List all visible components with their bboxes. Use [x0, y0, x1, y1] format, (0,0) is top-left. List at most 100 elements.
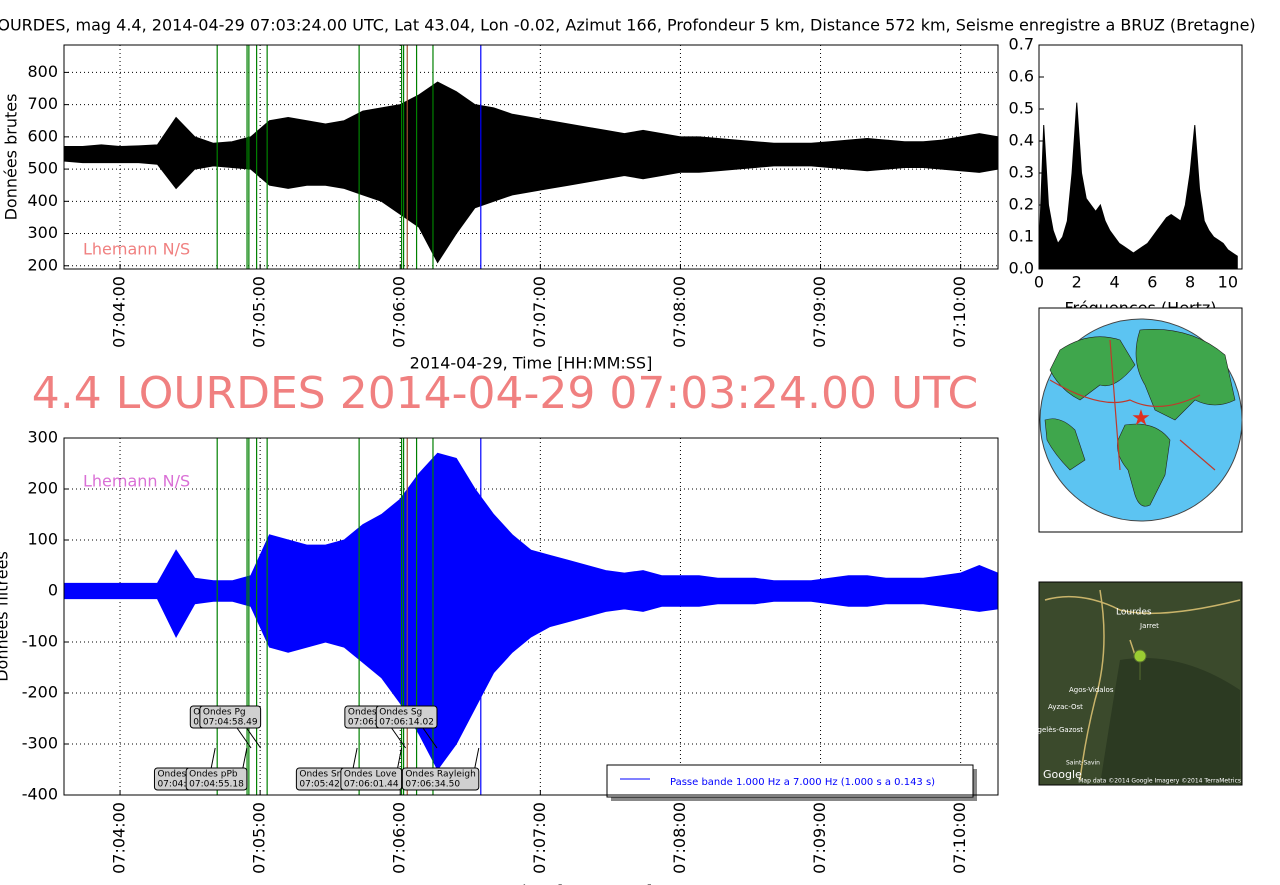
annotation-box: [401, 767, 480, 791]
y-tick-label: 200: [27, 479, 58, 498]
y-tick-label: -400: [22, 785, 58, 804]
y-tick-label: 0.0: [1009, 259, 1034, 278]
x-tick-label: 07:10:00: [950, 802, 969, 874]
axes-frame: [63, 44, 999, 270]
x-tick-label: 8: [1185, 273, 1195, 292]
annotation-box: [375, 705, 438, 729]
x-axis-label: 2014-04-29, Time [HH:MM:SS]: [410, 882, 653, 885]
annotation-box: [185, 767, 248, 791]
x-tick-label: 07:04:00: [110, 802, 129, 874]
annotation: Lhemann N/S: [83, 240, 190, 259]
legend-label: Passe bande 1.000 Hz a 7.000 Hz (1.000 s…: [670, 777, 935, 788]
y-tick-label: 0: [48, 581, 58, 600]
map-credits: Map data ©2014 Google Imagery ©2014 Terr…: [1078, 778, 1241, 785]
land: [1135, 329, 1236, 421]
map-label: Argelès-Gazost: [1030, 726, 1083, 734]
annotation-arrow: [246, 727, 262, 749]
phase-name: Ondes Sb: [348, 708, 391, 718]
axes-frame: [63, 437, 999, 796]
annotation-box: [340, 767, 403, 791]
x-tick-label: 07:06:00: [390, 802, 409, 874]
y-tick-label: 300: [27, 223, 58, 242]
y-tick-label: 100: [27, 530, 58, 549]
y-tick-label: 0.5: [1009, 99, 1034, 118]
y-tick-label: 600: [27, 126, 58, 145]
annotation-arrow: [236, 727, 252, 749]
y-tick-label: 800: [27, 62, 58, 81]
axes-frame: [1038, 44, 1243, 270]
annotation-arrow: [352, 747, 358, 769]
y-tick-label: 0.6: [1009, 67, 1034, 86]
x-tick-label: 2: [1072, 273, 1082, 292]
y-axis-label: Données filtrées: [0, 551, 12, 682]
x-tick-label: 4: [1109, 273, 1119, 292]
x-tick-label: 07:07:00: [530, 276, 549, 348]
y-tick-label: 0.7: [1009, 35, 1034, 54]
y-axis-label: Données brutes: [2, 94, 21, 221]
annotation-arrow: [242, 747, 248, 769]
land: [1044, 418, 1086, 471]
x-tick-label: 07:04:00: [110, 276, 129, 348]
y-tick-label: -100: [22, 632, 58, 651]
phase-time: 07:06:01.44: [344, 780, 399, 790]
phase-time: 07:06:34.50: [405, 780, 460, 790]
relief: [1100, 658, 1240, 785]
phase-time: 07:04:58.49: [203, 718, 258, 728]
phase-time: 07:06:14.02: [379, 718, 434, 728]
x-tick-label: 07:08:00: [670, 802, 689, 874]
y-tick-label: 400: [27, 191, 58, 210]
x-tick-label: 07:05:00: [250, 802, 269, 874]
maps: ★ Lourdes Jarret Agos-Vidalos Ayzac-Ost …: [1030, 307, 1243, 786]
x-tick-label: 07:10:00: [950, 276, 969, 348]
x-tick-label: 07:08:00: [670, 276, 689, 348]
phase-time: 07:04:55.18: [189, 780, 244, 790]
y-tick-label: 200: [27, 255, 58, 274]
map-label: Saint-Savin: [1066, 760, 1100, 767]
x-axis-label: 2014-04-29, Time [HH:MM:SS]: [410, 354, 653, 373]
chart-heading: 4.4 LOURDES 2014-04-29 07:03:24.00 UTC: [32, 368, 978, 419]
epicenter-star: ★: [1131, 406, 1151, 431]
annotation-arrow: [391, 727, 407, 749]
annotation-arrow: [474, 747, 480, 769]
x-tick-label: 07:06:00: [390, 276, 409, 348]
map-label: Ayzac-Ost: [1048, 703, 1083, 711]
map-label: Agos-Vidalos: [1069, 686, 1114, 694]
y-tick-label: 0.4: [1009, 131, 1034, 150]
phase-time: 07:05:42.39: [299, 780, 354, 790]
x-tick-label: 07:07:00: [530, 802, 549, 874]
x-tick-label: 07:09:00: [810, 802, 829, 874]
phase-time: 07:04:41.61: [157, 780, 212, 790]
annotation-arrow: [210, 747, 216, 769]
phase-name: Ondes Rayleigh: [405, 770, 475, 780]
annotation: Lhemann N/S: [83, 472, 190, 491]
phase-name: Ondes Pg: [203, 708, 246, 718]
map-brand: Google: [1043, 768, 1082, 781]
y-tick-label: -200: [22, 683, 58, 702]
plate-boundary: [1049, 339, 1216, 471]
x-tick-label: 6: [1147, 273, 1157, 292]
x-tick-label: 07:09:00: [810, 276, 829, 348]
phase-name: Ondes pPb: [189, 770, 238, 780]
chart-title: LOURDES, mag 4.4, 2014-04-29 07:03:24.00…: [0, 16, 1256, 35]
x-tick-label: 10: [1218, 273, 1238, 292]
y-tick-label: -300: [22, 734, 58, 753]
phase-time: 07:06:00.58: [348, 718, 403, 728]
y-tick-label: 0.2: [1009, 195, 1034, 214]
annotation-arrow: [422, 727, 438, 749]
y-tick-label: 300: [27, 428, 58, 447]
phase-name: Ondes Pn: [157, 770, 200, 780]
y-tick-label: 0.1: [1009, 227, 1034, 246]
y-tick-label: 0.3: [1009, 163, 1034, 182]
phase-name: Ondes Sn: [299, 770, 342, 780]
spectrum: [1038, 102, 1238, 270]
phase-name: Ondes Sg: [379, 708, 422, 718]
legend: [606, 764, 974, 798]
annotation-arrow: [397, 747, 403, 769]
x-tick-label: 0: [1034, 273, 1044, 292]
x-tick-label: 07:05:00: [250, 276, 269, 348]
map-label: Jarret: [1139, 622, 1159, 630]
map-label: Lourdes: [1116, 608, 1152, 618]
